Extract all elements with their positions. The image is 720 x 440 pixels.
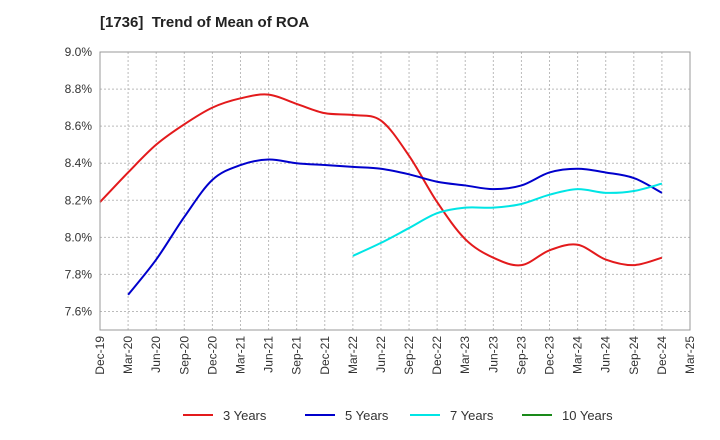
x-tick-label: Sep-21: [290, 336, 304, 375]
y-tick-label: 8.2%: [65, 193, 93, 207]
series-line-7-years: [352, 182, 663, 257]
x-tick-label: Mar-24: [571, 336, 585, 374]
x-tick-label: Dec-20: [205, 336, 219, 375]
legend: 3 Years 5 Years 7 Years 10 Years: [183, 408, 613, 423]
x-tick-label: Jun-23: [486, 336, 500, 373]
legend-label-5-years: 5 Years: [345, 408, 389, 423]
plot-frame: [99, 51, 691, 331]
y-tick-label: 8.4%: [65, 156, 93, 170]
x-tick-label: Mar-22: [346, 336, 360, 374]
x-tick-label: Mar-20: [121, 336, 135, 374]
x-tick-label: Dec-24: [655, 336, 669, 375]
x-tick-label: Dec-22: [430, 336, 444, 375]
y-tick-label: 8.6%: [65, 119, 93, 133]
x-tick-label: Jun-20: [149, 336, 163, 373]
x-tick-label: Sep-23: [514, 336, 528, 375]
y-tick-label: 9.0%: [65, 45, 93, 59]
series-line-3-years: [99, 93, 663, 267]
legend-label-7-years: 7 Years: [450, 408, 494, 423]
y-tick-label: 8.8%: [65, 82, 93, 96]
y-tick-label: 8.0%: [65, 230, 93, 244]
y-axis-ticks: 7.6% 7.8% 8.0% 8.2% 8.4% 8.6% 8.8% 9.0%: [65, 45, 93, 318]
legend-label-3-years: 3 Years: [223, 408, 267, 423]
y-tick-label: 7.8%: [65, 267, 93, 281]
y-tick-label: 7.6%: [65, 304, 93, 318]
x-tick-label: Mar-25: [683, 336, 697, 374]
x-tick-label: Dec-19: [93, 336, 107, 375]
series-lines: [99, 93, 663, 296]
x-tick-label: Sep-22: [402, 336, 416, 375]
x-tick-label: Jun-21: [262, 336, 276, 373]
x-tick-label: Sep-20: [177, 336, 191, 375]
x-axis-ticks: Dec-19 Mar-20 Jun-20 Sep-20 Dec-20 Mar-21 Jun-…: [93, 336, 697, 375]
x-tick-label: Mar-23: [458, 336, 472, 374]
chart-title: [1736] Trend of Mean of ROA: [100, 14, 310, 31]
legend-label-10-years: 10 Years: [562, 408, 613, 423]
x-tick-label: Jun-24: [599, 336, 613, 373]
x-tick-label: Dec-21: [318, 336, 332, 375]
x-tick-label: Sep-24: [627, 336, 641, 375]
x-tick-label: Dec-23: [543, 336, 557, 375]
x-tick-label: Mar-21: [233, 336, 247, 374]
series-line-5-years: [127, 158, 663, 296]
x-tick-label: Jun-22: [374, 336, 388, 373]
grid: [100, 52, 690, 330]
